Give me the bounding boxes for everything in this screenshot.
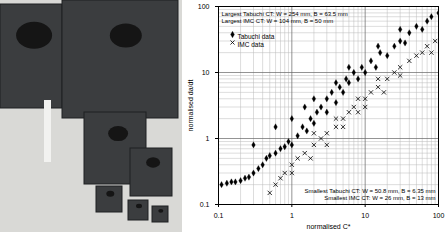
svg-text:1: 1 — [206, 135, 210, 142]
svg-text:Largest IMC CT: W = 104 mm, B: Largest IMC CT: W = 104 mm, B = 50 mm — [222, 18, 334, 24]
svg-text:Smallest IMC CT: W = 26 mm, B: Smallest IMC CT: W = 26 mm, B = 13 mm — [324, 195, 435, 201]
svg-text:0.1: 0.1 — [200, 201, 210, 208]
svg-text:IMC data: IMC data — [238, 41, 265, 48]
svg-text:10: 10 — [361, 212, 369, 219]
svg-text:Tabuchi data: Tabuchi data — [238, 33, 275, 40]
svg-text:Largest Tabuchi CT: W = 254 mm: Largest Tabuchi CT: W = 254 mm, B = 63.5… — [222, 11, 348, 17]
svg-text:10: 10 — [202, 69, 210, 76]
svg-text:normalised C*: normalised C* — [307, 223, 351, 230]
svg-text:normalised da/dt: normalised da/dt — [187, 80, 194, 132]
svg-text:100: 100 — [198, 3, 210, 10]
svg-text:1: 1 — [290, 212, 294, 219]
svg-text:0.1: 0.1 — [214, 212, 224, 219]
svg-text:100: 100 — [433, 212, 445, 219]
svg-text:Smallest Tabuchi CT: W = 50.8: Smallest Tabuchi CT: W = 50.8 mm, B = 6.… — [305, 188, 436, 194]
